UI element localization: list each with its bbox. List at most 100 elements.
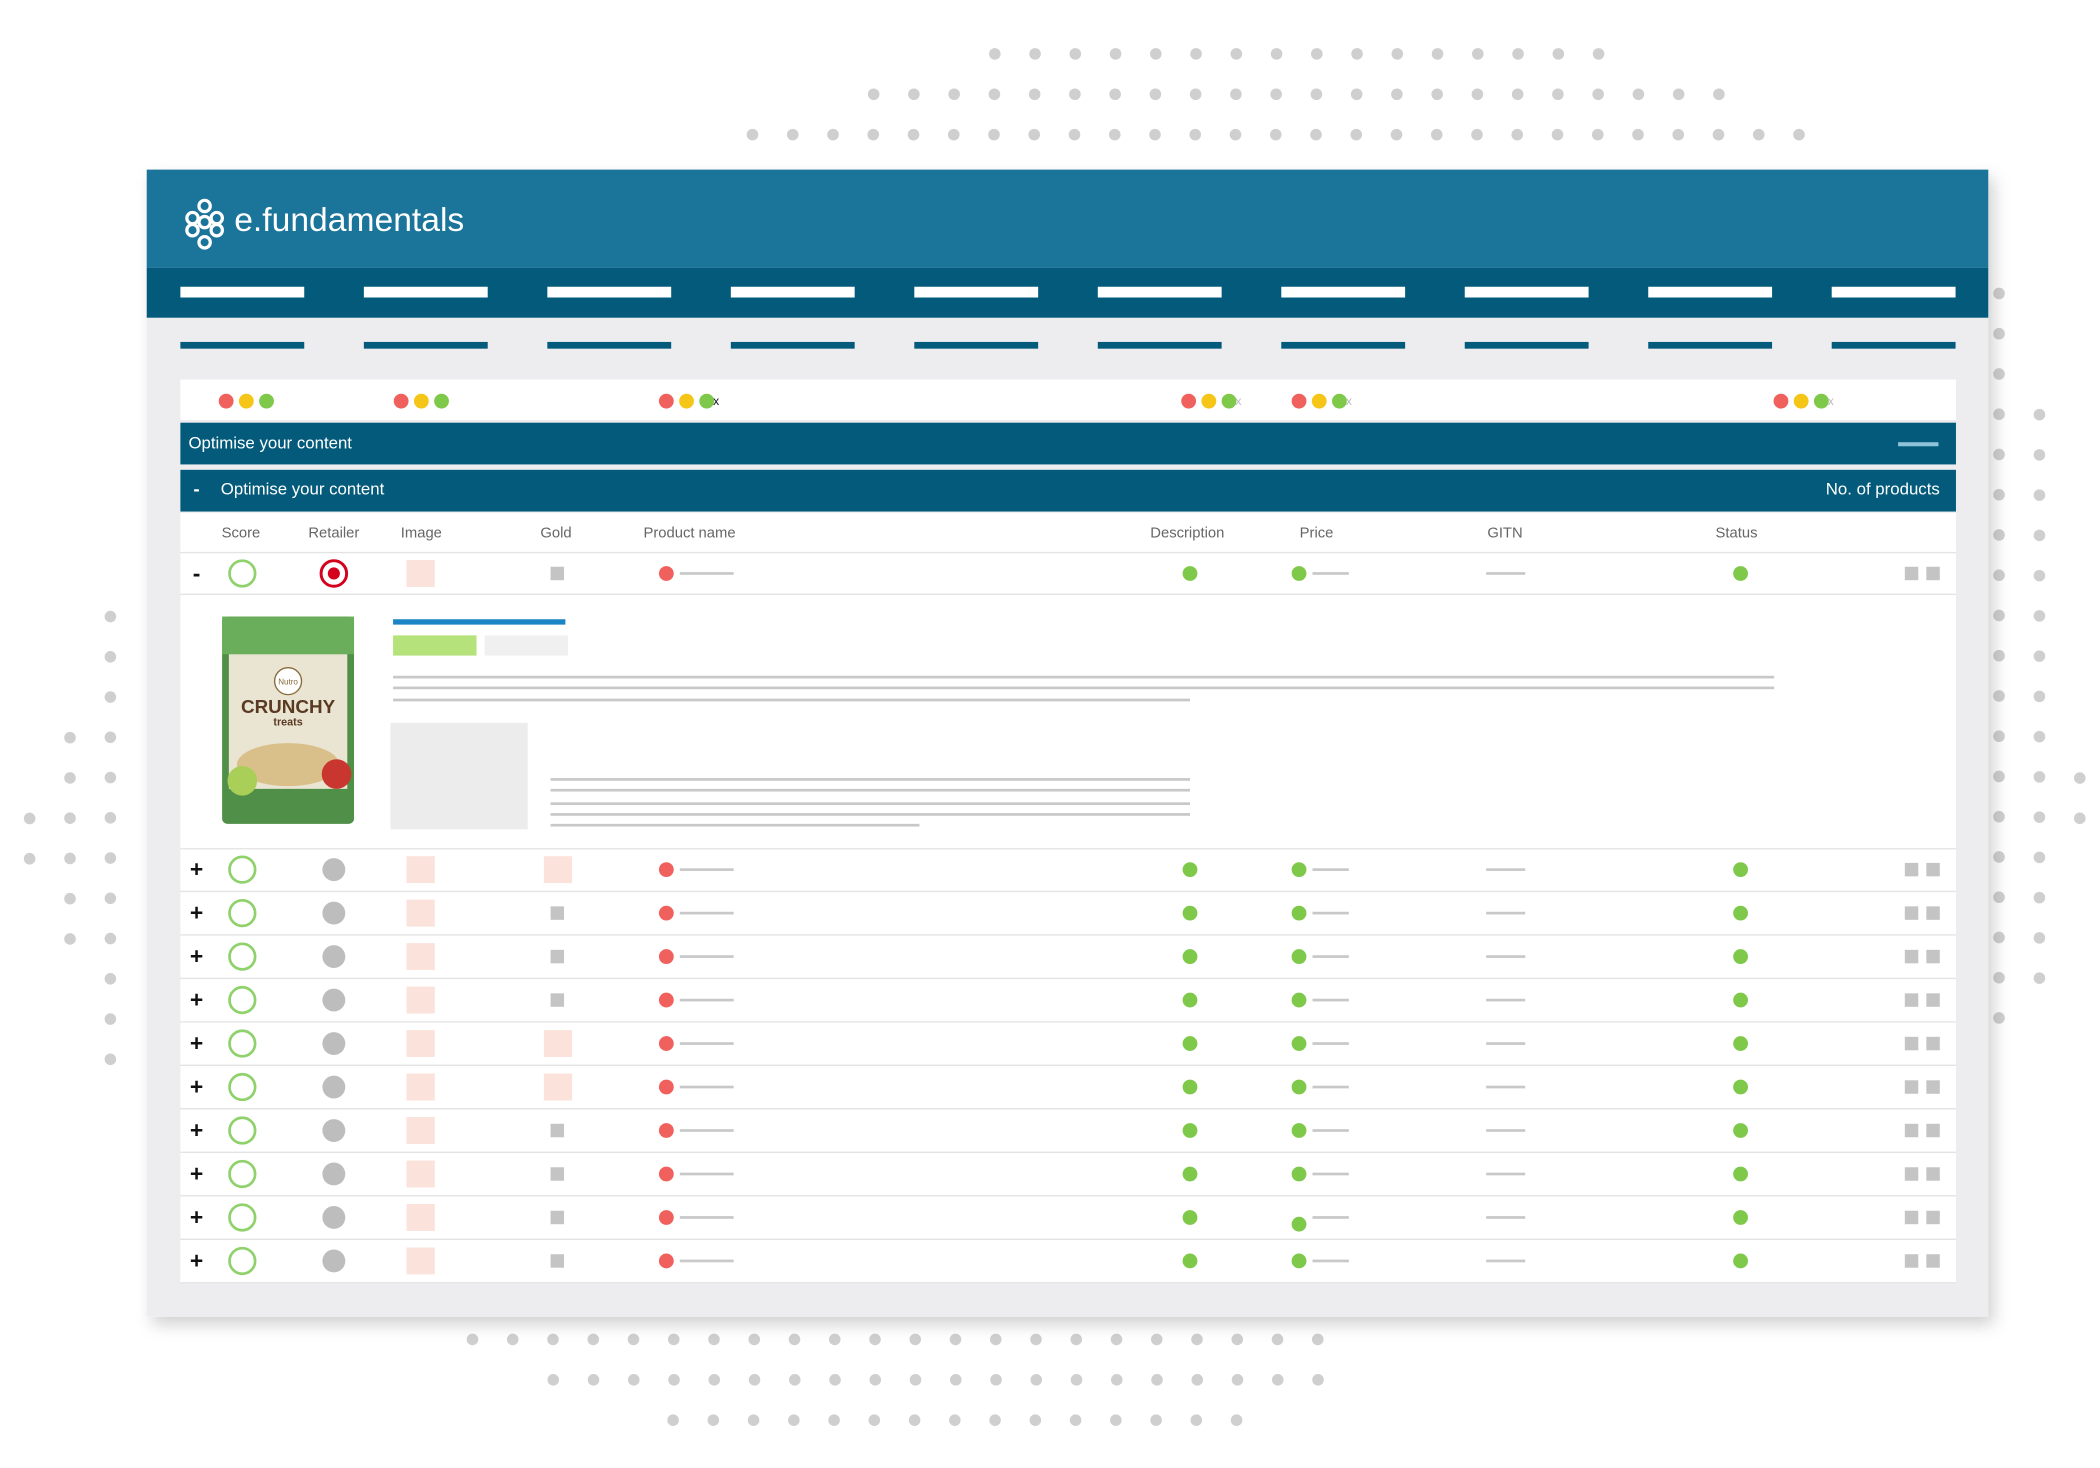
action-icon[interactable] xyxy=(1904,1123,1919,1138)
dot xyxy=(869,1333,881,1346)
traffic-light xyxy=(1221,393,1237,409)
logo-text: e.fundamentals xyxy=(234,202,464,239)
sub-nav-item[interactable] xyxy=(363,341,488,349)
row-toggle[interactable]: + xyxy=(190,1117,203,1143)
dot xyxy=(1993,891,2005,904)
action-icon[interactable] xyxy=(1926,1210,1940,1225)
name-status xyxy=(658,949,674,964)
sub-nav-item[interactable] xyxy=(1464,341,1589,349)
row-toggle[interactable]: + xyxy=(190,986,203,1012)
gitn-line xyxy=(1486,1042,1526,1045)
dot xyxy=(867,128,880,141)
image-thumb xyxy=(406,1030,435,1058)
row-toggle[interactable]: + xyxy=(190,1204,203,1230)
action-icon[interactable] xyxy=(1926,566,1940,581)
nav-item[interactable] xyxy=(1281,286,1406,298)
status-dot xyxy=(1733,1210,1748,1225)
dot xyxy=(2033,610,2046,622)
action-icon[interactable] xyxy=(1926,949,1940,964)
action-icon[interactable] xyxy=(1926,906,1940,920)
action-icon[interactable] xyxy=(1904,1210,1919,1225)
action-icon[interactable] xyxy=(1904,1254,1919,1268)
name-status xyxy=(658,862,674,878)
status-mark: x xyxy=(713,394,719,408)
apple xyxy=(321,759,352,789)
action-icon[interactable] xyxy=(1926,1036,1940,1051)
price-status xyxy=(1291,1216,1307,1232)
gitn-line xyxy=(1486,868,1526,871)
dot xyxy=(908,1414,921,1426)
retailer-logo xyxy=(322,1075,346,1099)
row-toggle[interactable]: + xyxy=(190,1073,203,1099)
nav-item[interactable] xyxy=(180,286,305,298)
nav-item[interactable] xyxy=(914,286,1039,298)
nav-item[interactable] xyxy=(363,286,488,298)
nav xyxy=(180,286,1956,349)
dot xyxy=(104,691,117,703)
action-icon[interactable] xyxy=(1904,949,1919,964)
action-icon[interactable] xyxy=(1904,1036,1919,1051)
dot xyxy=(869,1374,882,1386)
action-icon[interactable] xyxy=(1904,862,1919,877)
retailer-logo xyxy=(322,988,346,1012)
nav-item[interactable] xyxy=(1464,286,1589,298)
action-icon[interactable] xyxy=(1926,1123,1940,1138)
sub-nav-item[interactable] xyxy=(1281,341,1406,349)
nav-item[interactable] xyxy=(547,286,672,298)
sub-nav-item[interactable] xyxy=(914,341,1039,349)
apple xyxy=(227,765,258,796)
score-ring xyxy=(228,985,257,1015)
nav-item[interactable] xyxy=(1831,286,1956,298)
action-icon[interactable] xyxy=(1904,993,1919,1007)
name-status xyxy=(658,566,674,581)
nav-item[interactable] xyxy=(1097,286,1222,298)
action-icon[interactable] xyxy=(1926,993,1940,1007)
action-icon[interactable] xyxy=(1904,1167,1919,1181)
gold-icon xyxy=(550,949,565,964)
name-status xyxy=(658,992,674,1008)
dot xyxy=(104,852,117,864)
sub-nav-item[interactable] xyxy=(730,341,855,349)
dot xyxy=(1070,1333,1083,1346)
action-icon[interactable] xyxy=(1926,1254,1940,1268)
dot xyxy=(1471,88,1484,101)
sub-nav-item[interactable] xyxy=(1097,341,1222,349)
sub-nav-item[interactable] xyxy=(180,341,305,349)
action-icon[interactable] xyxy=(1904,566,1919,581)
dot xyxy=(1030,1333,1042,1346)
price-status xyxy=(1291,1079,1307,1095)
table-title: Optimise your content xyxy=(221,479,385,498)
dot xyxy=(1150,48,1162,60)
column-header: Score xyxy=(222,526,261,542)
nav-item[interactable] xyxy=(1648,286,1773,298)
row-toggle[interactable]: + xyxy=(190,1030,203,1056)
column-header: GITN xyxy=(1487,526,1522,542)
row-toggle[interactable]: + xyxy=(190,1160,203,1186)
row-toggle[interactable]: + xyxy=(190,1247,203,1273)
action-icon[interactable] xyxy=(1926,1080,1940,1094)
action-icon[interactable] xyxy=(1904,906,1919,920)
pack-top xyxy=(222,616,355,655)
action-icon[interactable] xyxy=(1904,1080,1919,1094)
collapse-icon[interactable] xyxy=(1898,442,1939,447)
dot xyxy=(64,812,76,824)
action-icon[interactable] xyxy=(1926,1167,1940,1181)
nav-item[interactable] xyxy=(730,286,855,298)
dot xyxy=(1109,48,1122,60)
sub-nav-item[interactable] xyxy=(1648,341,1773,349)
gold-icon xyxy=(550,1254,565,1268)
sub-nav-item[interactable] xyxy=(547,341,672,349)
price-line xyxy=(1312,955,1349,958)
status-dot xyxy=(1733,1166,1748,1182)
table-toggle[interactable]: - xyxy=(193,478,199,499)
row-toggle[interactable]: + xyxy=(190,856,203,882)
row-toggle[interactable]: + xyxy=(190,899,203,925)
dot xyxy=(748,1333,761,1346)
dot xyxy=(1993,851,2005,863)
sub-nav-item[interactable] xyxy=(1831,341,1956,349)
gold-thumb xyxy=(543,1030,573,1058)
price-line xyxy=(1312,1172,1349,1176)
action-icon[interactable] xyxy=(1926,862,1940,877)
row-toggle[interactable]: - xyxy=(193,560,201,586)
row-toggle[interactable]: + xyxy=(190,943,203,969)
